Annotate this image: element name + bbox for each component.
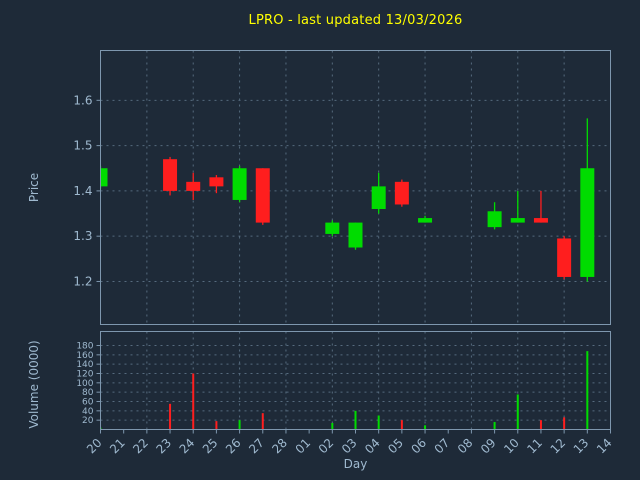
x-tick-label: 09 [478, 436, 499, 457]
price-axis-label: Price [27, 173, 41, 202]
volume-tick-label: 20 [82, 416, 94, 426]
volume-tick-label: 120 [76, 370, 93, 380]
x-tick-label: 21 [107, 436, 128, 457]
candle-body [163, 159, 178, 191]
candles-layer [100, 118, 595, 282]
x-tick-label: 08 [455, 436, 476, 457]
candle-body [487, 211, 502, 228]
volume-tick-label: 180 [76, 342, 93, 352]
volume-layer [100, 351, 589, 430]
volume-tick-label: 80 [82, 388, 94, 398]
candle-body [394, 181, 409, 205]
x-tick-label: 04 [362, 436, 383, 457]
candle-body [100, 168, 108, 187]
candle-body [580, 168, 595, 277]
candle-body [510, 218, 525, 223]
candle-body [232, 168, 247, 200]
x-tick-label: 28 [269, 436, 290, 457]
x-tick-label: 23 [153, 436, 174, 457]
x-tick-label: 26 [223, 436, 244, 457]
x-tick-label: 05 [385, 436, 406, 457]
x-tick-label: 25 [200, 436, 221, 457]
x-tick-label: 01 [293, 436, 314, 457]
candle-body [325, 222, 340, 234]
volume-tick-label: 140 [76, 360, 93, 370]
x-tick-label: 07 [432, 436, 453, 457]
candle-body [418, 218, 433, 223]
volume-tick-label: 40 [82, 407, 94, 417]
chart-title: LPRO - last updated 13/03/2026 [248, 13, 463, 28]
x-tick-label: 13 [571, 436, 592, 457]
x-tick-label: 20 [84, 436, 105, 457]
price-tick-label: 1.2 [73, 274, 92, 288]
x-tick-label: 12 [548, 436, 569, 457]
candle-body [255, 168, 270, 223]
x-tick-label: 10 [501, 436, 522, 457]
x-tick-label: 24 [177, 436, 198, 457]
price-tick-label: 1.5 [73, 139, 92, 153]
volume-tick-label: 160 [76, 351, 93, 361]
x-axis-label: Day [344, 457, 368, 471]
price-tick-label: 1.3 [73, 229, 92, 243]
x-tick-label: 02 [316, 436, 337, 457]
price-tick-label: 1.6 [73, 93, 92, 107]
x-tick-label: 03 [339, 436, 360, 457]
price-tick-label: 1.4 [73, 184, 92, 198]
x-tick-label: 06 [408, 436, 429, 457]
x-tick-label: 14 [594, 436, 615, 457]
x-tick-label: 11 [524, 436, 545, 457]
volume-axis-label: Volume (0000) [27, 340, 41, 428]
x-tick-label: 27 [246, 436, 267, 457]
x-tick-label: 22 [130, 436, 151, 457]
candle-body [371, 186, 386, 210]
candle-body [186, 181, 201, 191]
candle-body [557, 238, 572, 277]
candle-body [209, 177, 224, 187]
volume-tick-label: 100 [76, 379, 93, 389]
candle-body [348, 222, 363, 248]
volume-tick-label: 60 [82, 398, 94, 408]
price-panel-border [100, 50, 611, 325]
volume-panel-border [100, 331, 611, 430]
candle-body [533, 218, 548, 223]
